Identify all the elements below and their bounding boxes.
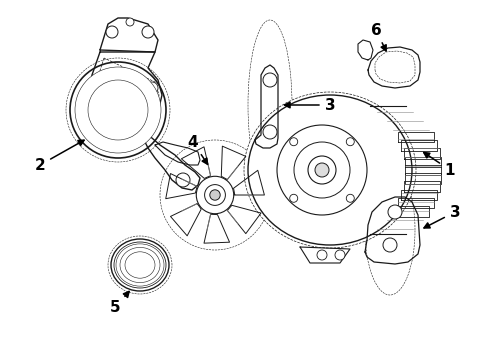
Ellipse shape xyxy=(120,247,160,283)
Circle shape xyxy=(294,142,350,198)
Text: 3: 3 xyxy=(285,98,335,112)
Ellipse shape xyxy=(129,256,151,274)
Circle shape xyxy=(80,72,156,148)
Circle shape xyxy=(277,125,367,215)
Ellipse shape xyxy=(135,261,145,270)
Ellipse shape xyxy=(114,242,166,288)
Text: 6: 6 xyxy=(370,23,386,51)
Circle shape xyxy=(98,73,112,87)
Circle shape xyxy=(317,250,327,260)
Circle shape xyxy=(388,205,402,219)
Circle shape xyxy=(205,185,225,206)
Circle shape xyxy=(70,62,166,158)
Text: 2: 2 xyxy=(35,140,84,172)
Circle shape xyxy=(383,238,397,252)
Text: 4: 4 xyxy=(188,135,208,164)
Ellipse shape xyxy=(116,244,164,286)
Circle shape xyxy=(146,82,158,94)
Circle shape xyxy=(145,110,155,120)
Circle shape xyxy=(75,67,161,153)
Ellipse shape xyxy=(111,239,169,291)
Ellipse shape xyxy=(125,252,155,278)
Circle shape xyxy=(176,173,190,187)
Circle shape xyxy=(106,26,118,38)
Circle shape xyxy=(290,194,298,202)
Circle shape xyxy=(94,86,142,134)
Circle shape xyxy=(308,156,336,184)
Text: 3: 3 xyxy=(424,204,460,228)
Circle shape xyxy=(263,125,277,139)
Circle shape xyxy=(102,106,114,118)
Circle shape xyxy=(346,138,354,146)
Circle shape xyxy=(196,176,234,214)
Text: 1: 1 xyxy=(424,153,455,177)
Circle shape xyxy=(112,104,124,116)
Circle shape xyxy=(106,98,130,122)
Circle shape xyxy=(263,73,277,87)
Ellipse shape xyxy=(244,92,416,248)
Circle shape xyxy=(210,190,220,200)
Text: 5: 5 xyxy=(110,291,129,315)
Circle shape xyxy=(88,80,148,140)
Ellipse shape xyxy=(248,95,412,245)
Circle shape xyxy=(335,250,345,260)
Ellipse shape xyxy=(122,249,158,281)
Circle shape xyxy=(142,26,154,38)
Ellipse shape xyxy=(118,246,162,284)
Circle shape xyxy=(346,194,354,202)
Circle shape xyxy=(315,163,329,177)
Circle shape xyxy=(290,138,298,146)
Circle shape xyxy=(126,18,134,26)
